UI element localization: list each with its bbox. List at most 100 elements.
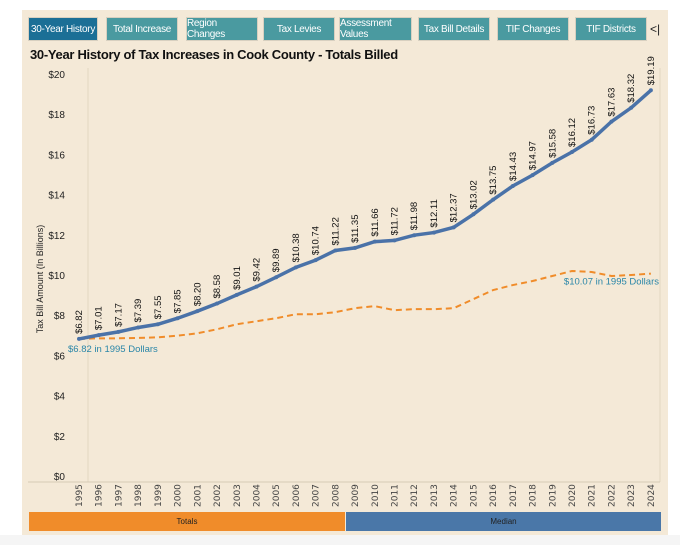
tab-assessment-values[interactable]: Assessment Values (339, 17, 412, 41)
data-point (254, 284, 259, 289)
legend-totals-button[interactable]: Totals (29, 512, 345, 531)
data-label: $19.19 (646, 56, 657, 85)
x-tick-label: 1998 (134, 484, 144, 507)
data-label: $11.98 (409, 202, 420, 230)
x-tick-label: 2018 (529, 484, 539, 507)
data-point (431, 230, 436, 235)
data-point (412, 233, 417, 238)
data-point (96, 333, 101, 338)
y-tick-label: $2 (54, 432, 66, 443)
y-tick-label: $10 (48, 271, 65, 282)
chart-title: 30-Year History of Tax Increases in Cook… (30, 47, 398, 62)
data-label: $7.17 (113, 303, 124, 327)
data-label: $17.63 (606, 88, 617, 117)
tab-tax-bill-details[interactable]: Tax Bill Details (418, 17, 490, 41)
x-tick-label: 2007 (312, 484, 322, 507)
x-tick-label: 2000 (174, 484, 184, 507)
x-tick-label: 2004 (252, 484, 262, 507)
data-label: $13.02 (468, 180, 479, 209)
data-label: $16.12 (567, 118, 578, 147)
x-tick-label: 2016 (489, 484, 499, 507)
data-point (333, 248, 338, 253)
x-tick-label: 1995 (75, 484, 85, 507)
data-point (234, 292, 239, 297)
x-tick-label: 2013 (430, 484, 440, 507)
data-label: $11.35 (350, 215, 361, 243)
data-point (77, 336, 81, 341)
x-tick-label: 2021 (588, 484, 598, 507)
data-point (530, 173, 535, 178)
data-point (491, 197, 496, 202)
data-point (155, 322, 160, 327)
data-label: $12.11 (429, 199, 440, 227)
x-tick-label: 2019 (548, 484, 558, 507)
x-tick-label: 2015 (469, 484, 479, 507)
x-tick-label: 2011 (391, 484, 401, 507)
x-tick-label: 2017 (509, 484, 519, 507)
data-point (570, 149, 574, 154)
y-tick-label: $12 (48, 231, 65, 242)
data-label: $14.97 (528, 141, 539, 170)
data-point (175, 316, 180, 321)
y-tick-label: $4 (54, 392, 66, 403)
data-label: $7.01 (94, 306, 105, 330)
data-point (550, 160, 555, 165)
data-label: $11.72 (390, 207, 401, 235)
data-label: $8.20 (192, 282, 203, 306)
data-point (392, 238, 397, 243)
data-label: $9.01 (232, 266, 243, 290)
tab-30-year-history[interactable]: 30-Year History (28, 17, 98, 41)
y-tick-label: $14 (48, 191, 65, 202)
data-label: $7.85 (173, 289, 184, 313)
tab-total-increase[interactable]: Total Increase (106, 17, 178, 41)
x-tick-label: 2009 (351, 484, 361, 507)
annotation-end: $10.07 in 1995 Dollars (564, 277, 659, 288)
y-tick-label: $18 (48, 110, 65, 121)
data-label: $14.43 (508, 152, 519, 181)
data-label: $18.32 (626, 74, 637, 103)
x-tick-label: 1997 (114, 484, 124, 507)
data-point (195, 309, 200, 314)
x-tick-label: 1996 (95, 484, 105, 507)
y-axis-title: Tax Bill Amount (In Billions) (35, 225, 45, 334)
x-tick-label: 2012 (410, 484, 420, 507)
collapse-tabs-button[interactable]: <| (650, 22, 661, 36)
data-label: $11.66 (370, 208, 381, 236)
legend-median-button[interactable]: Median (346, 512, 661, 531)
x-tick-label: 2014 (450, 484, 460, 507)
tab-region-changes[interactable]: Region Changes (186, 17, 258, 41)
data-point (372, 239, 377, 244)
x-tick-label: 2006 (292, 484, 302, 507)
data-point (313, 258, 318, 263)
data-point (471, 212, 476, 217)
data-point (116, 329, 121, 334)
data-label: $16.73 (587, 106, 598, 135)
data-point (215, 301, 220, 306)
y-tick-label: $20 (48, 70, 65, 81)
data-label: $10.74 (311, 226, 322, 255)
tab-tif-changes[interactable]: TIF Changes (497, 17, 569, 41)
x-tick-label: 2023 (627, 484, 637, 507)
data-label: $13.75 (488, 166, 499, 195)
data-point (274, 275, 279, 280)
totals-line (78, 88, 653, 341)
y-tick-label: $16 (48, 150, 65, 161)
data-label: $8.58 (212, 275, 223, 299)
data-point (609, 119, 614, 124)
x-tick-label: 2022 (607, 484, 617, 507)
y-tick-label: $6 (54, 351, 66, 362)
annotation-start: $6.82 in 1995 Dollars (68, 344, 158, 355)
x-tick-label: 1999 (154, 484, 164, 507)
tab-tif-districts[interactable]: TIF Districts (575, 17, 647, 41)
tab-tax-levies[interactable]: Tax Levies (263, 17, 335, 41)
real-dollars-line (78, 269, 651, 340)
y-tick-label: $0 (54, 472, 66, 483)
data-label: $6.82 (74, 310, 85, 334)
y-tick-label: $8 (54, 311, 66, 322)
data-label: $7.55 (153, 295, 164, 319)
data-label: $15.58 (547, 129, 558, 158)
x-tick-label: 2008 (331, 484, 341, 507)
data-point (629, 105, 634, 110)
data-point (451, 225, 456, 230)
x-tick-label: 2010 (371, 484, 381, 507)
